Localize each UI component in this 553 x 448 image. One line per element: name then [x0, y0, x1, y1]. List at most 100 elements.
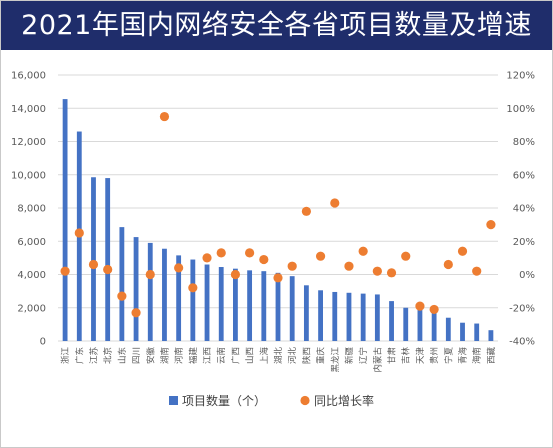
category-label: 青海 [458, 347, 469, 365]
category-label: 内蒙古 [372, 347, 383, 373]
category-label: 四川 [132, 347, 142, 364]
combo-chart: 0 2,000 4,000 6,000 8,000 10,000 12,000 14,000 1… [11, 71, 535, 409]
bar [318, 290, 323, 341]
left-tick-label: 12,000 [11, 137, 46, 148]
category-label: 陕西 [301, 347, 312, 364]
category-label: 北京 [103, 347, 114, 364]
right-tick-label: 120% [506, 71, 535, 82]
growth-point [259, 254, 269, 265]
left-tick-label: 10,000 [11, 170, 46, 181]
growth-point [117, 291, 127, 301]
bar [346, 292, 352, 341]
legend-bar-swatch [169, 396, 178, 405]
bar [247, 270, 253, 341]
right-tick-label: 100% [506, 104, 535, 115]
growth-point [301, 206, 311, 216]
bar [233, 268, 238, 341]
category-label: 天津 [415, 347, 426, 365]
growth-point [330, 198, 340, 208]
category-label: 河南 [174, 347, 185, 364]
bar [403, 307, 409, 341]
growth-point [344, 261, 354, 271]
bar [133, 237, 139, 341]
bar [204, 264, 210, 341]
right-tick-label: 80% [513, 137, 535, 148]
category-label: 云南 [216, 347, 227, 364]
category-label: 山东 [117, 347, 128, 364]
left-tick-label: 0 [40, 337, 46, 348]
category-label: 广西 [230, 347, 241, 364]
bar [431, 310, 437, 341]
growth-point [216, 248, 226, 258]
category-label: 山西 [245, 347, 256, 364]
growth-point [74, 228, 84, 238]
growth-point [287, 261, 297, 271]
growth-point [386, 268, 397, 278]
category-label: 广东 [74, 347, 85, 364]
bar [303, 285, 309, 341]
bar [445, 317, 451, 341]
bar [360, 293, 366, 341]
growth-point [88, 259, 99, 270]
growth-point [188, 283, 198, 293]
category-label: 黑龙江 [330, 347, 341, 373]
growth-point [174, 263, 184, 273]
left-tick-label: 2,000 [17, 303, 46, 314]
bar [147, 242, 153, 341]
category-label: 重庆 [316, 347, 327, 365]
bar [389, 301, 394, 341]
bar [105, 178, 111, 341]
right-tick-label: 60% [513, 170, 535, 181]
growth-point [457, 246, 468, 256]
growth-point [315, 251, 326, 261]
category-label: 福建 [188, 347, 199, 365]
growth-series [60, 111, 496, 318]
bar [332, 291, 338, 341]
right-tick-label: 40% [513, 204, 535, 215]
category-label: 河北 [287, 347, 298, 365]
legend-dot-swatch [300, 395, 310, 406]
bar [289, 276, 295, 341]
chart-title: 2021年国内网络安全各省项目数量及增速 [21, 10, 532, 41]
growth-point [273, 273, 283, 283]
growth-point [443, 259, 453, 270]
category-label: 吉林 [401, 347, 412, 365]
category-label: 江西 [203, 347, 213, 364]
growth-point [131, 308, 141, 318]
legend: 项目数量（个） 同比增长率 [169, 393, 374, 408]
bar [488, 330, 494, 341]
category-label: 湖北 [274, 347, 284, 365]
category-label: 湖南 [159, 347, 170, 364]
left-tick-label: 14,000 [11, 104, 46, 115]
bar [474, 323, 480, 341]
growth-point [230, 269, 241, 280]
bar [275, 272, 281, 341]
category-label: 贵州 [429, 347, 440, 364]
growth-point [145, 269, 155, 280]
bar [374, 294, 380, 341]
category-label: 辽宁 [358, 347, 369, 364]
growth-point [472, 266, 482, 276]
bar [460, 322, 465, 341]
growth-point [486, 220, 496, 230]
right-tick-label: -40% [509, 337, 535, 348]
category-label: 宁夏 [443, 347, 454, 365]
bar-series [62, 99, 494, 341]
bar [261, 271, 267, 341]
growth-point [358, 246, 368, 256]
category-label: 新疆 [344, 347, 355, 365]
left-tick-label: 4,000 [17, 270, 46, 281]
growth-point [245, 248, 255, 258]
bar [91, 177, 96, 341]
right-tick-label: 20% [513, 237, 535, 248]
growth-point [202, 253, 212, 263]
growth-point [415, 301, 425, 311]
category-label: 甘肃 [387, 347, 398, 365]
bar [176, 255, 182, 341]
bar [190, 259, 196, 341]
left-tick-label: 6,000 [17, 237, 46, 248]
right-tick-label: 0% [519, 270, 535, 281]
category-label: 浙江 [60, 347, 71, 365]
category-label: 江苏 [88, 347, 99, 365]
